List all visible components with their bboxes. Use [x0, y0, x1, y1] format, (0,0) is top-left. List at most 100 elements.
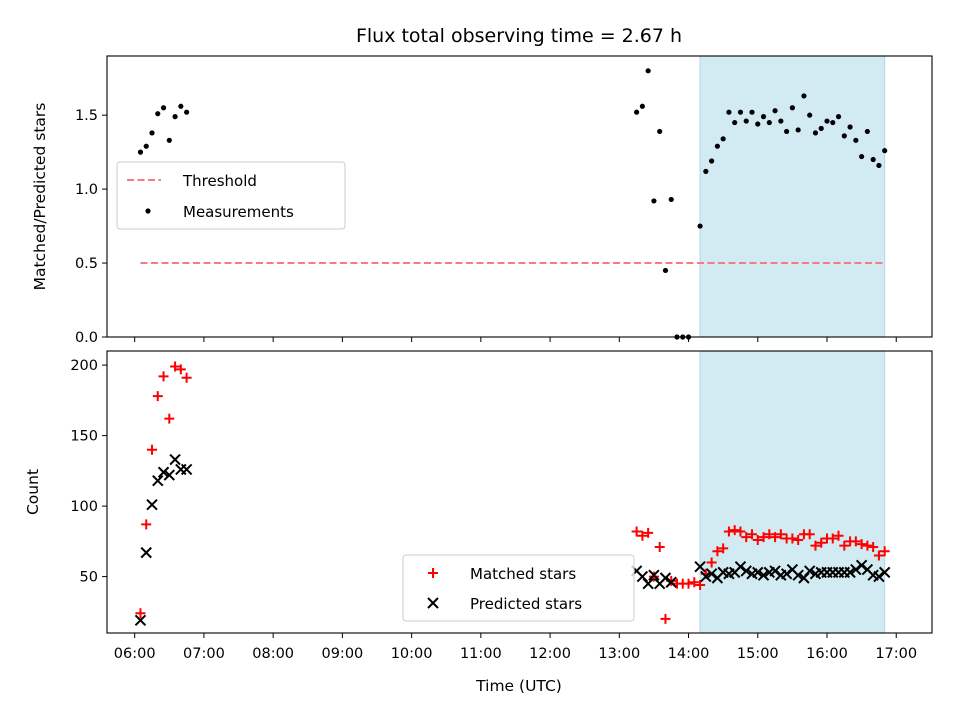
matched-star-point — [810, 540, 821, 551]
predicted-star-point — [873, 570, 885, 583]
measurement-point — [178, 103, 184, 109]
measurement-point — [864, 128, 870, 135]
measurement-point — [830, 119, 836, 126]
measurement-point — [634, 109, 640, 115]
legend-box — [402, 554, 635, 622]
matched-star-point — [827, 533, 838, 544]
predicted-star-point — [769, 565, 781, 577]
measurement-point — [743, 118, 749, 124]
matched-star-point — [141, 519, 152, 530]
measurement-point — [824, 118, 830, 124]
x-tick-label: 09:00 — [321, 646, 363, 662]
legend-measurement-label: Measurements — [183, 203, 294, 221]
legend-label: Matched stars — [470, 565, 576, 583]
y-tick-label: 0.5 — [75, 256, 98, 272]
measurement-point — [697, 223, 703, 229]
matched-star-point — [747, 529, 757, 540]
matched-star-point — [752, 534, 763, 545]
matched-star-point — [637, 530, 648, 541]
bottom-panel-count: 06:00 07:00 08:00 09:00 10:00 11:00 12:00 13:00… — [24, 350, 933, 662]
measurement-point — [160, 105, 167, 111]
matched-star-point — [158, 371, 169, 382]
measurement-point — [812, 130, 819, 136]
y-tick-label: 50 — [80, 570, 98, 586]
x-tick-label: 10:00 — [391, 646, 433, 662]
matched-star-point — [816, 537, 827, 548]
measurement-point — [778, 118, 784, 124]
x-tick-label: 11:00 — [460, 646, 502, 662]
x-tick-label: 15:00 — [737, 646, 779, 662]
y-tick-label: 200 — [70, 358, 98, 374]
predicted-star-point — [734, 561, 747, 573]
y-axis-label: Matched/Predicted stars — [31, 103, 49, 291]
x-tick-label: 06:00 — [114, 646, 156, 662]
matched-star-point — [631, 526, 642, 537]
matched-star-point — [862, 540, 873, 551]
observing-window-span — [699, 55, 886, 338]
matched-star-point — [164, 413, 175, 424]
predicted-star-point — [850, 563, 862, 576]
measurement-point — [755, 121, 761, 127]
matched-star-point — [735, 526, 746, 537]
matched-star-point — [741, 532, 752, 543]
legend-box — [116, 161, 346, 230]
measurement-point — [668, 196, 674, 203]
y-tick-label: 1.5 — [75, 108, 98, 124]
observing-window-span — [699, 350, 886, 634]
predicted-star-point — [134, 614, 147, 627]
matched-star-point — [147, 444, 157, 455]
matched-star-point — [804, 529, 815, 540]
predicted-star-point — [642, 577, 654, 590]
y-tick-label: 1.0 — [75, 182, 98, 198]
matched-star-point — [833, 530, 844, 541]
measurement-point — [657, 128, 663, 135]
measurement-point — [732, 119, 738, 126]
axes-frame — [106, 55, 933, 338]
measurement-point — [749, 109, 755, 115]
matched-star-point — [787, 533, 798, 544]
matched-star-point — [706, 557, 717, 568]
measurement-point — [818, 125, 824, 132]
measurement-point — [801, 93, 807, 99]
measurement-point — [143, 143, 149, 149]
chart-title: Flux total observing time = 2.67 h — [356, 25, 682, 47]
matched-star-point — [839, 540, 850, 551]
x-axis-label: Time (UTC) — [475, 677, 562, 695]
matched-star-point — [856, 539, 867, 550]
measurement-point — [703, 168, 709, 174]
measurement-point — [841, 133, 847, 139]
legend-measurement-swatch — [145, 208, 151, 214]
matched-star-point — [770, 532, 781, 543]
matched-star-point — [660, 613, 671, 624]
matched-star-point — [175, 364, 186, 375]
predicted-star-point — [146, 498, 158, 511]
x-tick-label: 12:00 — [529, 646, 571, 662]
legend-threshold-label: Threshold — [182, 172, 257, 190]
measurement-point — [853, 137, 859, 143]
matched-star-point — [873, 550, 884, 561]
top-panel-ratio: 0.0 0.5 1.0 1.5 Matched/Predicted stars Thres… — [31, 55, 933, 346]
measurement-point — [807, 112, 813, 118]
measurement-point — [651, 198, 657, 204]
predicted-star-point — [157, 466, 170, 478]
measurement-point — [882, 148, 888, 154]
predicted-star-point — [140, 546, 152, 559]
measurement-point — [737, 109, 744, 115]
legend-swatch — [427, 597, 439, 609]
x-tick-label: 16:00 — [806, 646, 848, 662]
measurement-point — [847, 124, 853, 130]
measurement-point — [172, 114, 178, 120]
measurement-point — [859, 153, 865, 160]
predicted-star-point — [665, 576, 677, 588]
measurement-point — [835, 114, 842, 120]
measurement-point — [870, 156, 876, 163]
matched-star-point — [712, 546, 723, 557]
measurement-point — [726, 109, 732, 115]
predicted-star-point — [700, 570, 712, 583]
matched-star-point — [729, 525, 740, 536]
y-axis-label: Count — [24, 469, 42, 515]
measurement-point — [789, 105, 795, 111]
measurement-point — [639, 103, 645, 109]
measurement-point — [714, 143, 720, 149]
predicted-star-point — [844, 566, 856, 579]
